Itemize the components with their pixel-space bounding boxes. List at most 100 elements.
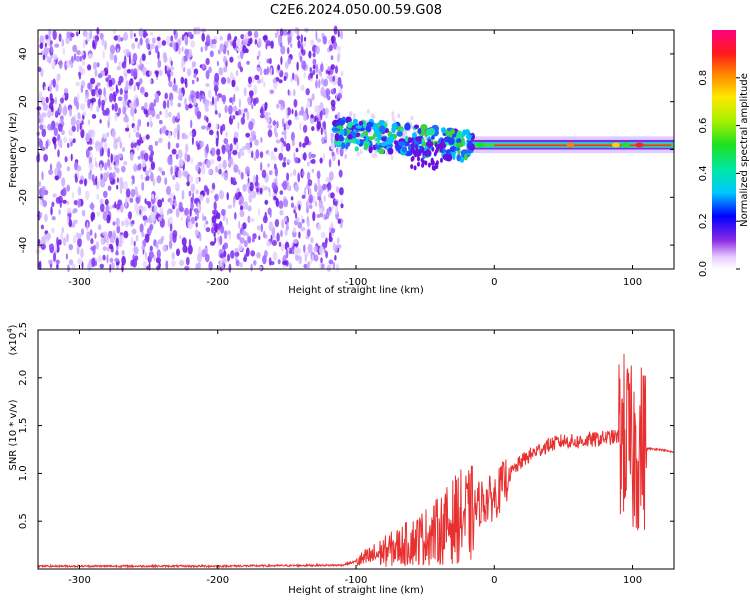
spectrogram-noise-cell: [240, 171, 244, 180]
spectrogram-noise-cell: [94, 157, 97, 162]
spectrogram-noise-cell: [284, 61, 289, 69]
spectrogram-noise-cell: [218, 112, 222, 118]
scintillation-cell: [367, 136, 375, 141]
scintillation-tail-cell: [427, 138, 431, 144]
spectrogram-noise-cell: [115, 84, 118, 92]
spectrogram-noise-cell: [330, 64, 335, 70]
spectrogram-noise-cell: [331, 151, 335, 157]
spectrogram-noise-cell: [206, 143, 209, 154]
spectrogram-noise-cell: [77, 257, 83, 266]
spectrogram-noise-cell: [244, 240, 248, 248]
scintillation-tail-cell: [414, 144, 418, 150]
spectrogram-noise-cell: [312, 52, 316, 58]
spectrogram-noise-cell: [81, 228, 84, 236]
spectrogram-noise-cell: [190, 158, 194, 165]
spectrogram-noise-cell: [305, 201, 309, 208]
spectrogram-noise-cell: [309, 98, 312, 108]
scintillation-cell: [380, 142, 388, 147]
spectrogram-noise-cell: [44, 213, 48, 222]
spectrogram-x-label: Height of straight line (km): [288, 285, 424, 296]
spectrogram-noise-cell: [307, 179, 313, 187]
spectrogram-noise-cell: [77, 186, 82, 196]
spectrogram-noise-cell: [330, 142, 335, 151]
spectrogram-noise-cell: [92, 61, 98, 70]
spectrogram-noise-cell: [72, 235, 77, 244]
spectrogram-noise-cell: [251, 104, 254, 110]
spectrogram-noise-cell: [285, 107, 288, 117]
spectrogram-noise-cell: [328, 231, 332, 239]
spectrogram-noise-cell: [124, 217, 129, 228]
spectrogram-noise-cell: [38, 180, 42, 187]
spectrogram-noise-cell: [216, 148, 221, 156]
spectrogram-noise-cell: [56, 161, 62, 171]
spectrogram-noise-cell: [277, 259, 281, 265]
spectrogram-noise-cell: [178, 158, 184, 168]
spectrogram-noise-cell: [169, 232, 173, 242]
spectrogram-noise-cell: [285, 249, 289, 259]
spectrogram-noise-cell: [195, 222, 198, 228]
spectrogram-noise-cell: [157, 239, 164, 245]
spectrogram-noise-cell: [168, 111, 172, 118]
spectrogram-noise-cell: [280, 106, 284, 111]
spectrogram-noise-cell: [78, 72, 82, 80]
spectrogram-noise-cell: [211, 44, 217, 49]
spectrogram-noise-cell: [294, 246, 297, 257]
spectrogram-noise-cell: [80, 248, 84, 259]
spectrogram-noise-cell: [177, 95, 182, 101]
spectrogram-noise-cell: [170, 165, 174, 176]
spectrogram-noise-cell: [332, 261, 336, 270]
spectrogram-noise-cell: [236, 232, 241, 240]
spectrogram-noise-cell: [238, 200, 242, 206]
spectrogram-noise-cell: [242, 146, 246, 151]
scintillation-cell: [452, 152, 456, 160]
spectrogram-noise-cell: [258, 60, 261, 65]
spectrogram-noise-cell: [323, 91, 327, 100]
spectrogram-noise-cell: [52, 193, 57, 198]
spectrogram-noise-cell: [40, 212, 43, 218]
spectrogram-noise-cell: [92, 129, 96, 138]
scintillation-cell: [366, 121, 374, 128]
spectrogram-noise-cell: [89, 137, 93, 145]
scintillation-tail-cell: [426, 148, 430, 154]
spectrogram-noise-cell: [109, 205, 113, 210]
scintillation-tail-cell: [421, 148, 425, 154]
spectrogram-noise-cell: [216, 60, 219, 67]
spectrogram-noise-cell: [50, 125, 53, 131]
spectrogram-noise-cell: [290, 131, 295, 141]
spectrogram-noise-cell: [263, 186, 269, 191]
spectrogram-noise-cell: [319, 102, 324, 111]
spectrogram-noise-cell: [310, 237, 314, 244]
spectrogram-noise-cell: [139, 57, 142, 67]
spectrogram-noise-cell: [164, 177, 168, 185]
spectrogram-noise-cell: [130, 188, 136, 198]
spectrogram-noise-cell: [235, 86, 240, 92]
scintillation-cell: [365, 135, 369, 142]
spectrogram-noise-cell: [249, 181, 254, 192]
spectrogram-noise-cell: [271, 240, 277, 246]
spectrogram-noise-cell: [152, 178, 156, 186]
spectrogram-noise-cell: [51, 227, 55, 234]
spectrogram-noise-cell: [211, 182, 216, 191]
spectrogram-noise-cell: [271, 228, 275, 239]
spectrogram-noise-cell: [290, 28, 294, 37]
spectrogram-noise-cell: [233, 131, 239, 139]
spectrogram-noise-cell: [190, 183, 196, 193]
spectrogram-noise-cell: [301, 170, 305, 177]
spectrogram-noise-cell: [242, 230, 247, 237]
spectrogram-noise-cell: [123, 161, 128, 166]
spectrogram-noise-cell: [256, 55, 259, 60]
spectrogram-noise-cell: [117, 96, 123, 102]
scintillation-tail-cell: [435, 164, 439, 170]
spectrogram-noise-cell: [268, 257, 272, 266]
scintillation-cell: [398, 141, 406, 147]
spectrogram-noise-cell: [251, 76, 255, 84]
spectrogram-noise-cell: [174, 42, 177, 52]
scintillation-cell: [341, 142, 346, 149]
spectrogram-noise-cell: [237, 121, 240, 130]
spectrogram-noise-cell: [184, 170, 189, 177]
signal-spot: [455, 142, 464, 148]
spectrogram-noise-cell: [140, 174, 144, 180]
spectrogram-noise-cell: [41, 112, 47, 118]
spectrogram-noise-cell: [55, 259, 60, 265]
spectrogram-noise-cell: [279, 209, 284, 216]
